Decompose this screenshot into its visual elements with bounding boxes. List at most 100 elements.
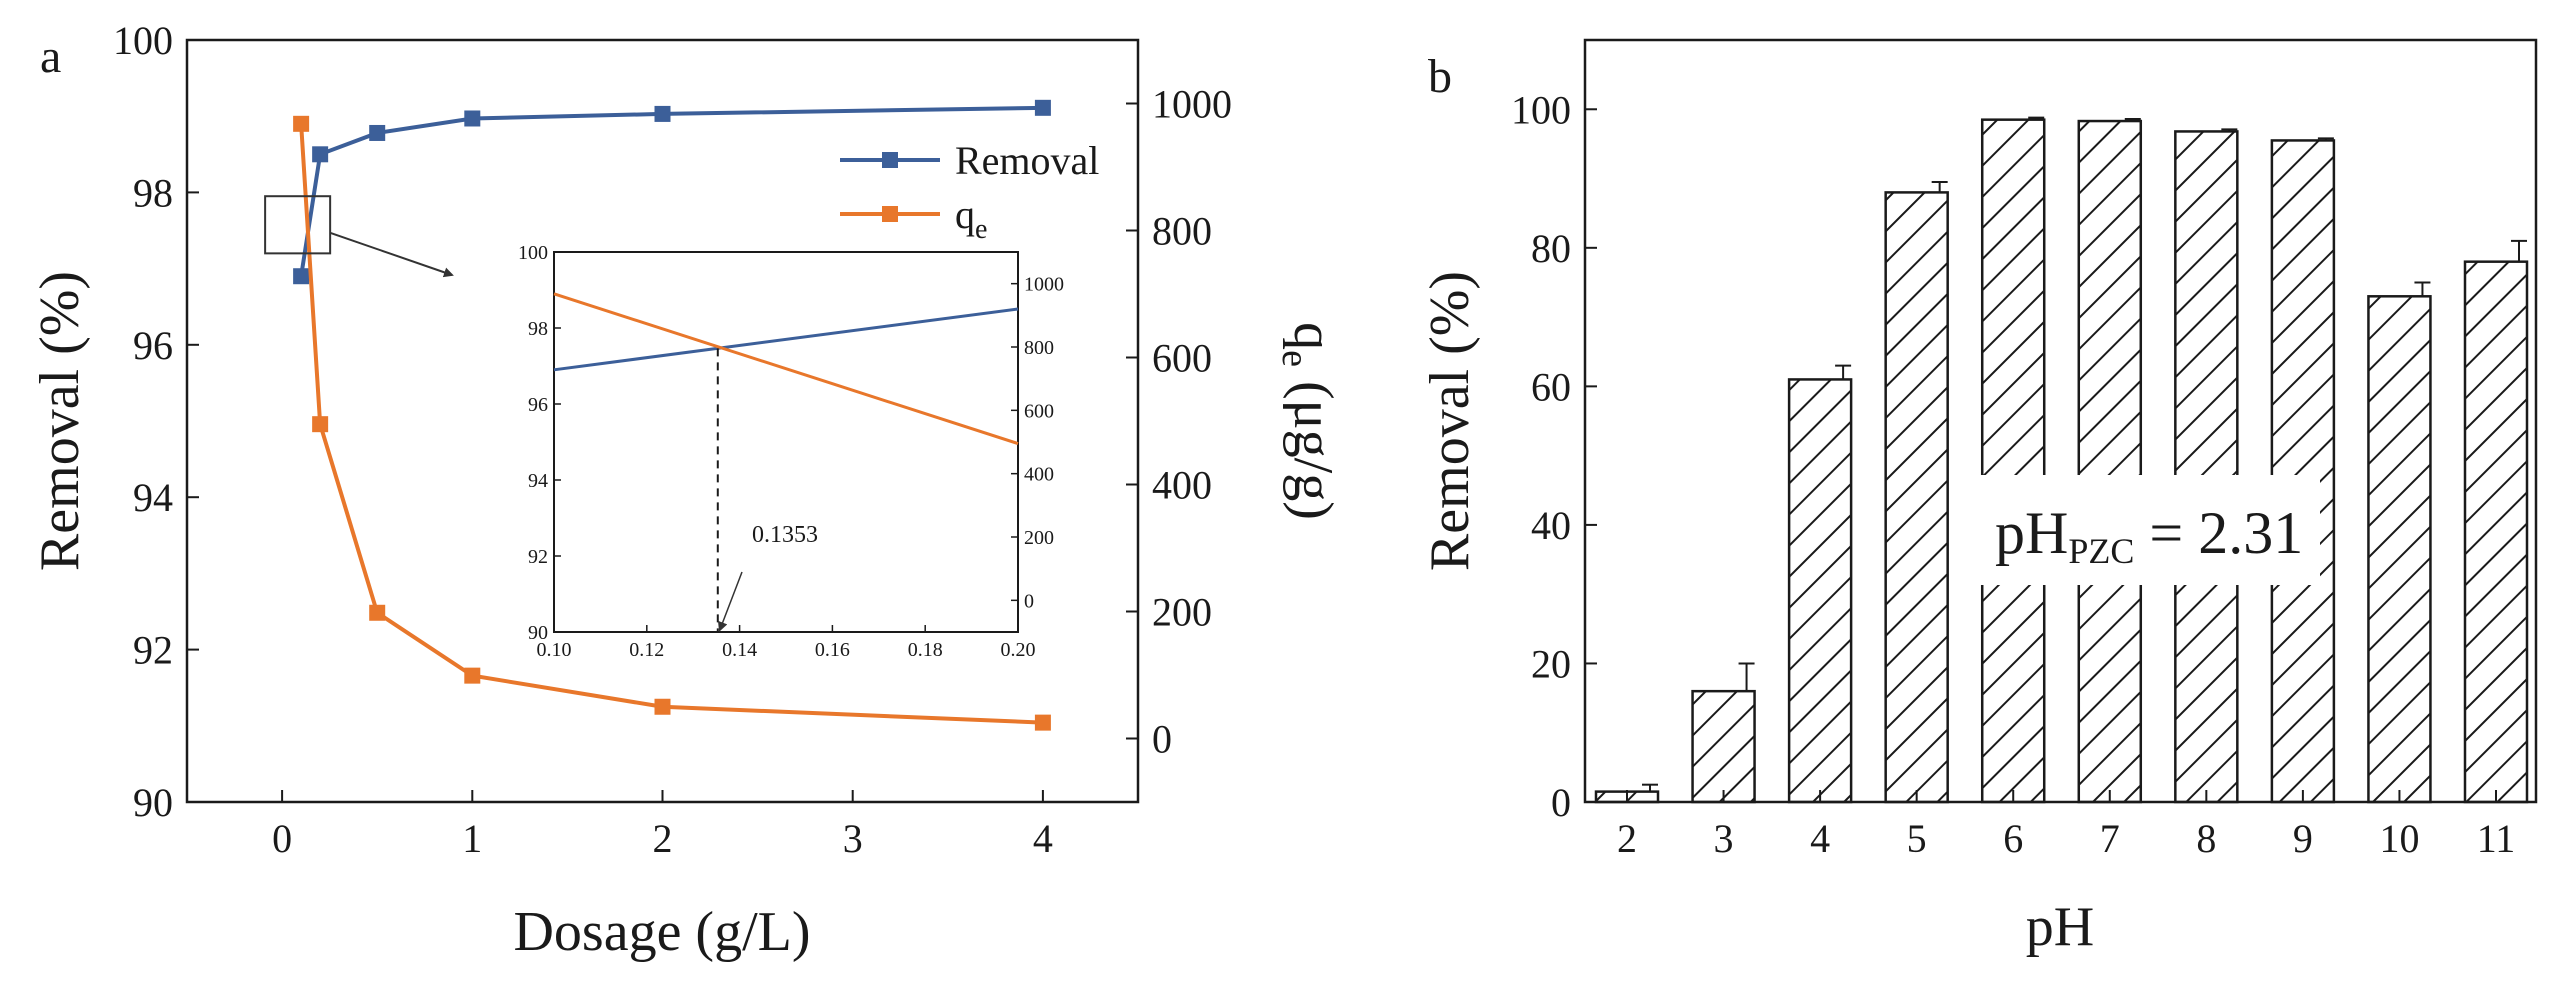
bar <box>2174 130 2239 804</box>
x-tick-label: 6 <box>2003 816 2023 861</box>
bar <box>2367 295 2432 804</box>
inset-y2-tick-label: 400 <box>1024 464 1054 486</box>
y2-tick-label: 400 <box>1152 463 1212 508</box>
data-point-qe <box>312 416 329 433</box>
y-tick-label: 0 <box>1551 780 1571 825</box>
bar <box>2463 260 2529 804</box>
x-tick-label: 7 <box>2100 816 2120 861</box>
y-tick-label: 92 <box>133 628 173 673</box>
y-tick-label: 100 <box>1511 87 1571 132</box>
series-line-qe <box>299 123 1043 725</box>
data-point-removal <box>369 124 386 141</box>
y-tick-label: 96 <box>133 323 173 368</box>
panel-a-series <box>293 99 1051 731</box>
panel-a-x-ticks: 0 1 2 3 4 <box>272 790 1053 861</box>
zoom-arrow <box>329 231 454 278</box>
series-line-removal <box>299 105 1043 277</box>
panel-b-plot-area: 2 3 4 5 6 7 8 9 10 11 0 20 40 60 80 100 pHPZC = 2.31 <box>1511 38 2538 861</box>
legend-label: Removal <box>955 138 1099 183</box>
panel-b-bars <box>1594 118 2529 804</box>
pzc-annotation: pHPZC = 2.31 <box>1980 475 2320 585</box>
x-tick-label: 3 <box>1714 816 1734 861</box>
legend-label: qe <box>955 192 987 245</box>
x-tick-label: 10 <box>2379 816 2419 861</box>
panel-a-y-axis-label: Removal (%) <box>29 271 91 571</box>
panel-b-y-ticks: 0 20 40 60 80 100 <box>1511 87 1597 825</box>
bar <box>2077 119 2143 804</box>
inset-y2-tick-label: 600 <box>1024 400 1054 422</box>
panel-a-legend: Removal qe <box>840 138 1099 245</box>
inset-x-tick-label: 0.14 <box>722 639 757 661</box>
inset-x-tick-label: 0.20 <box>1001 639 1036 661</box>
pzc-annotation-text: pHPZC = 2.31 <box>1995 500 2303 571</box>
data-point-qe <box>654 698 671 715</box>
panel-a-label: a <box>40 30 61 83</box>
data-point-qe <box>369 604 386 621</box>
y-tick-label: 40 <box>1531 503 1571 548</box>
inset-y2-tick-label: 1000 <box>1024 274 1064 296</box>
intersection-annotation: 0.1353 <box>752 522 818 548</box>
y-tick-label: 94 <box>133 475 173 520</box>
bar <box>1884 191 1949 804</box>
panel-b-x-axis-label: pH <box>2026 896 2094 958</box>
inset-y-tick-label: 96 <box>528 394 548 416</box>
x-tick-label: 0 <box>272 816 292 861</box>
bar <box>1691 689 1756 804</box>
annotation-background <box>1980 475 2320 585</box>
inset-x-tick-label: 0.18 <box>908 639 943 661</box>
panel-a-y-ticks: 90 92 94 96 98 100 <box>113 18 199 825</box>
panel-b-y-axis-label: Removal (%) <box>1419 271 1481 571</box>
y-tick-label: 80 <box>1531 226 1571 271</box>
panel-b: b 2 3 4 5 6 7 8 9 10 11 0 20 40 60 80 100 pHPZC = 2.31… <box>1419 38 2538 958</box>
legend-marker <box>882 152 898 168</box>
bar <box>2270 139 2336 804</box>
inset-y-tick-label: 98 <box>528 318 548 340</box>
inset-x-tick-label: 0.12 <box>629 639 664 661</box>
x-tick-label: 4 <box>1033 816 1053 861</box>
x-tick-label: 8 <box>2196 816 2216 861</box>
data-point-qe <box>1034 714 1051 731</box>
x-tick-label: 5 <box>1907 816 1927 861</box>
x-tick-label: 2 <box>1617 816 1637 861</box>
intersection-arrow <box>717 571 743 632</box>
inset-removal-line <box>553 307 1019 372</box>
inset-chart: 0.10 0.12 0.14 0.16 0.18 0.209092949698100020… <box>518 242 1064 661</box>
zoom-box <box>264 195 332 255</box>
bar <box>1980 118 2046 804</box>
panel-b-error-bars <box>1642 116 2527 792</box>
y-tick-label: 60 <box>1531 364 1571 409</box>
inset-y-tick-label: 92 <box>528 546 548 568</box>
x-tick-label: 1 <box>462 816 482 861</box>
bar <box>1787 378 1853 804</box>
inset-y2-tick-label: 800 <box>1024 337 1054 359</box>
y2-tick-label: 0 <box>1152 717 1172 762</box>
data-point-qe <box>293 115 310 132</box>
y2-tick-label: 1000 <box>1152 82 1232 127</box>
panel-b-x-ticks: 2 3 4 5 6 7 8 9 10 11 <box>1617 790 2515 861</box>
y2-tick-label: 600 <box>1152 336 1212 381</box>
panel-a-x-axis-label: Dosage (g/L) <box>513 901 810 963</box>
y2-tick-label: 800 <box>1152 209 1212 254</box>
y-tick-label: 100 <box>113 18 173 63</box>
inset-y-tick-label: 90 <box>528 622 548 644</box>
y-tick-label: 90 <box>133 780 173 825</box>
y2-tick-label: 200 <box>1152 590 1212 635</box>
x-tick-label: 9 <box>2293 816 2313 861</box>
panel-a-y2-ticks: 0 200 400 600 800 1000 <box>1126 82 1232 762</box>
data-point-removal <box>293 268 310 285</box>
inset-x-tick-label: 0.16 <box>815 639 850 661</box>
y-tick-label: 20 <box>1531 641 1571 686</box>
inset-y-tick-label: 100 <box>518 242 548 264</box>
inset-x-tick-label: 0.10 <box>537 639 572 661</box>
data-point-removal <box>464 110 481 127</box>
x-tick-label: 11 <box>2477 816 2516 861</box>
x-tick-label: 2 <box>653 816 673 861</box>
inset-y2-tick-label: 0 <box>1024 590 1034 612</box>
x-tick-label: 3 <box>843 816 863 861</box>
inset-frame <box>553 251 1019 633</box>
inset-y2-tick-label: 200 <box>1024 527 1054 549</box>
